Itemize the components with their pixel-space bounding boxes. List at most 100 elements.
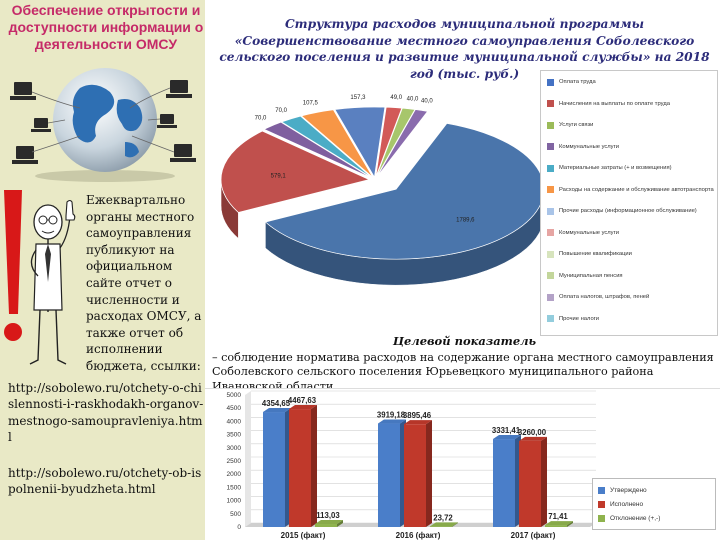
pie-slice	[375, 107, 416, 178]
pie-legend: Оплата труда Начисления на выплаты по опл…	[540, 70, 718, 336]
legend-swatch	[598, 514, 605, 522]
pie-slice-label: 157,3	[350, 95, 366, 101]
legend-swatch	[598, 486, 605, 494]
legend-swatch	[547, 100, 554, 107]
pie-slice	[280, 115, 372, 178]
legend-label: Прочие расходы (информационное обслужива…	[559, 208, 697, 214]
pie-legend-item: Прочие налоги	[547, 313, 599, 325]
legend-label: Материальные затраты (+ и возмещения)	[559, 165, 672, 171]
pie-slice	[376, 109, 429, 178]
pie-legend-item: Начисления на выплаты по оплате труда	[547, 98, 670, 110]
x-category-label: 2016 (факт)	[396, 531, 441, 540]
pie-slice	[263, 121, 372, 179]
pie-slice-label: 40,0	[407, 97, 419, 103]
bar-value-label: 71,41	[548, 512, 568, 521]
bar-value-label: 4467,63	[288, 396, 317, 405]
x-category-label: 2017 (факт)	[511, 531, 556, 540]
legend-label: Коммунальные услуги	[559, 143, 619, 150]
bar-value-label: 3260,00	[518, 428, 547, 437]
y-tick-label: 3500	[227, 432, 242, 439]
pie-slice-label: 1789,6	[456, 218, 475, 224]
bar-value-label: 3895,46	[403, 411, 432, 420]
bar-value-label: 4354,65	[262, 399, 291, 408]
legend-label: Оплата налогов, штрафов, пеней	[559, 294, 650, 300]
pie-legend-item: Материальные затраты (+ и возмещения)	[547, 162, 672, 174]
pie-slice	[375, 106, 403, 178]
person-exclamation-illustration	[0, 182, 86, 381]
pie-slice	[334, 106, 386, 179]
legend-label: Прочие налоги	[559, 315, 600, 322]
bar	[430, 522, 458, 527]
bar	[545, 521, 573, 527]
bar-legend-item: Отклонение (+,-)	[598, 513, 660, 523]
y-tick-label: 2500	[227, 458, 242, 465]
report-description: Ежеквартально органы местного самоуправл…	[86, 193, 202, 373]
y-tick-label: 0	[237, 524, 241, 531]
y-tick-label: 2000	[227, 471, 242, 478]
globe-network-image	[10, 58, 200, 187]
legend-label: Утверждено	[610, 486, 647, 494]
legend-label: Повышение квалификации	[559, 251, 632, 257]
pie-legend-item: Расходы на содержание и обслуживание авт…	[547, 184, 714, 196]
legend-label: Отклонение (+,-)	[610, 514, 661, 522]
legend-label: Расходы на содержание и обслуживание авт…	[559, 186, 714, 193]
legend-swatch	[547, 78, 554, 86]
pie-slice-label: 49,0	[390, 95, 402, 101]
pie-slice-label: 579,1	[271, 174, 287, 180]
pie-chart-title: Структура расходов муниципальной програм…	[219, 17, 710, 81]
y-tick-label: 500	[230, 511, 241, 518]
pie-legend-item: Муниципальная пенсия	[547, 270, 623, 282]
legend-label: Услуги связи	[559, 122, 594, 128]
pie-slice-label: 40,0	[421, 98, 433, 104]
legend-swatch	[547, 250, 554, 258]
pie-legend-item: Прочие расходы (информационное обслужива…	[547, 205, 697, 217]
legend-label: Начисления на выплаты по оплате труда	[559, 100, 670, 107]
target-indicator-text: – соблюдение норматива расходов на содер…	[212, 351, 714, 393]
legend-label: Коммунальные услуги	[559, 229, 619, 236]
pie-legend-item: Повышение квалификации	[547, 248, 632, 260]
bar	[315, 520, 343, 527]
legend-swatch	[547, 164, 554, 172]
bar-value-label: 113,03	[316, 511, 340, 520]
expense-pie-chart: 1789,6 579,1 70,0 70,0 107,5 157,3 49,0 40,0 40,…	[200, 62, 545, 322]
pie-legend-item: Оплата налогов, штрафов, пеней	[547, 291, 649, 303]
legend-swatch	[547, 121, 554, 129]
legend-swatch	[547, 293, 554, 301]
legend-swatch	[547, 186, 554, 193]
target-indicator-title: Целевой показатель	[392, 334, 537, 348]
pie-legend-item: Коммунальные услуги	[547, 227, 619, 239]
pie-legend-item: Оплата труда	[547, 76, 596, 88]
staff-report-link[interactable]: http://sobolewo.ru/otchety-o-chislennost…	[8, 381, 204, 445]
y-tick-label: 4000	[227, 418, 242, 425]
x-category-label: 2015 (факт)	[281, 531, 326, 540]
legend-swatch	[547, 143, 554, 150]
bar-legend: Утверждено Исполнено Отклонение (+,-)	[592, 478, 716, 530]
pie-slice	[220, 130, 371, 239]
pie-legend-item: Коммунальные услуги	[547, 141, 619, 153]
bar	[404, 420, 432, 527]
pie-legend-item: Услуги связи	[547, 119, 593, 131]
pie-slice-label: 70,0	[275, 108, 287, 114]
bar-value-label: 3331,41	[492, 426, 521, 435]
left-title: Обеспечение открытости и доступности инф…	[8, 2, 204, 52]
legend-swatch	[547, 207, 554, 215]
y-tick-label: 1500	[227, 484, 242, 491]
bar	[289, 405, 317, 527]
legend-label: Исполнено	[610, 500, 644, 508]
y-tick-label: 1000	[227, 498, 242, 505]
bar	[519, 436, 547, 527]
legend-label: Муниципальная пенсия	[559, 272, 623, 279]
y-tick-label: 5000	[227, 392, 242, 399]
pie-slice-label: 107,5	[303, 101, 319, 107]
y-tick-label: 3000	[227, 445, 242, 452]
bar-value-label: 23,72	[433, 513, 453, 522]
pie-slice	[300, 109, 374, 178]
legend-swatch	[547, 272, 554, 279]
legend-swatch	[547, 315, 554, 322]
budget-report-link[interactable]: http://sobolewo.ru/otchety-ob-ispolnenii…	[8, 466, 202, 497]
bar-legend-item: Утверждено	[598, 485, 647, 495]
y-tick-label: 4500	[227, 405, 242, 412]
legend-swatch	[598, 500, 605, 508]
legend-label: Оплата труда	[559, 79, 596, 85]
bar	[493, 435, 521, 527]
